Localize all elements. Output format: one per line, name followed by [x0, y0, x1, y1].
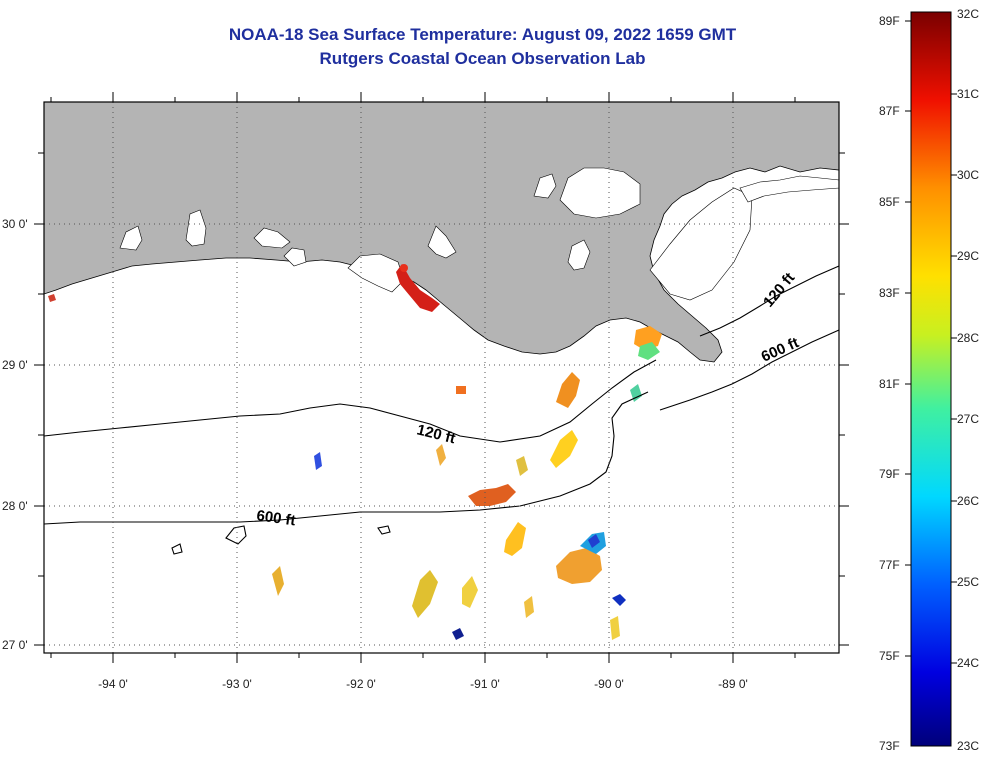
colorbar-c-label: 29C [957, 249, 979, 263]
colorbar-c-label: 28C [957, 331, 979, 345]
colorbar-f-label: 89F [879, 14, 900, 28]
colorbar-c-label: 27C [957, 412, 979, 426]
colorbar-f-label: 79F [879, 467, 900, 481]
colorbar-c-label: 30C [957, 168, 979, 182]
map-subtitle: Rutgers Coastal Ocean Observation Lab [319, 49, 646, 68]
lon-label: -89 0' [718, 677, 748, 691]
colorbar-f-label: 73F [879, 739, 900, 753]
lat-label: 28 0' [2, 499, 28, 513]
contour-600ft-west [43, 391, 649, 525]
contour-label: 600 ft [255, 507, 296, 529]
colorbar-f-label: 81F [879, 377, 900, 391]
colorbar-f-label: 83F [879, 286, 900, 300]
contour-120ft-east [699, 265, 840, 337]
lat-label: 30 0' [2, 217, 28, 231]
lat-label: 27 0' [2, 638, 28, 652]
colorbar-c-label: 24C [957, 656, 979, 670]
lon-label: -91 0' [470, 677, 500, 691]
colorbar-fahrenheit-labels: 89F 87F 85F 83F 81F 79F 77F 75F 73F [879, 14, 900, 753]
colorbar-f-label: 77F [879, 558, 900, 572]
lon-label: -93 0' [222, 677, 252, 691]
map-title: NOAA-18 Sea Surface Temperature: August … [228, 25, 737, 44]
lon-label: -92 0' [346, 677, 376, 691]
map-frame [43, 101, 840, 654]
colorbar-f-label: 87F [879, 104, 900, 118]
colorbar-ticks [905, 20, 957, 664]
lon-label: -94 0' [98, 677, 128, 691]
contour-120ft-west [43, 359, 657, 443]
colorbar-celsius-labels: 32C 31C 30C 29C 28C 27C 26C 25C 24C 23C [957, 7, 979, 753]
axis-ticks [34, 92, 849, 663]
graticule [44, 102, 839, 653]
colorbar-c-label: 23C [957, 739, 979, 753]
depth-contours [43, 265, 840, 555]
colorbar-c-label: 32C [957, 7, 979, 21]
colorbar-c-label: 25C [957, 575, 979, 589]
lat-label: 29 0' [2, 358, 28, 372]
lon-label: -90 0' [594, 677, 624, 691]
colorbar-f-label: 75F [879, 649, 900, 663]
colorbar-c-label: 26C [957, 494, 979, 508]
colorbar [910, 11, 952, 747]
colorbar-f-label: 85F [879, 195, 900, 209]
contour-600ft-east [659, 329, 840, 411]
colorbar-c-label: 31C [957, 87, 979, 101]
lakes [119, 167, 840, 301]
sst-data [48, 264, 662, 640]
